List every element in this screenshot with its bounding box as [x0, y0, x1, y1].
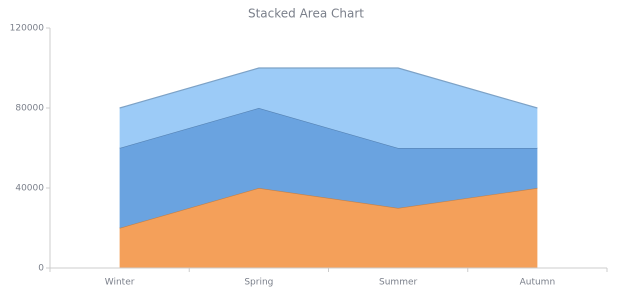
y-tick-label: 40000	[15, 184, 44, 194]
area	[119, 108, 538, 228]
y-tick-label: 120000	[10, 24, 45, 34]
x-tick-label: Spring	[244, 278, 273, 288]
y-tick-label: 80000	[15, 104, 44, 114]
x-tick-label: Summer	[379, 278, 417, 288]
area-line	[119, 67, 538, 109]
chart-title: Stacked Area Chart	[248, 7, 364, 21]
x-tick-label: Autumn	[520, 278, 556, 288]
area	[119, 188, 538, 268]
area	[119, 68, 538, 148]
y-tick-label: 0	[38, 264, 44, 274]
x-tick-label: Winter	[105, 278, 135, 288]
